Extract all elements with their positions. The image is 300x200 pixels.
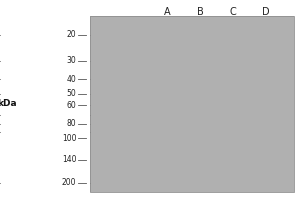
Text: 100: 100 [62,134,76,143]
Ellipse shape [225,85,241,88]
Text: 60: 60 [67,101,76,110]
Text: 40: 40 [67,75,76,84]
Text: 30: 30 [67,56,76,65]
Text: 20: 20 [67,30,76,39]
Text: 200: 200 [62,178,76,187]
Text: D: D [262,7,269,17]
Text: 80: 80 [67,119,76,128]
Text: 50: 50 [67,89,76,98]
Ellipse shape [256,85,274,88]
Text: 140: 140 [62,155,76,164]
Text: B: B [197,7,203,17]
Ellipse shape [190,84,210,89]
Ellipse shape [159,85,176,88]
Text: kDa: kDa [0,99,17,108]
Text: A: A [164,7,171,17]
Text: C: C [230,7,236,17]
